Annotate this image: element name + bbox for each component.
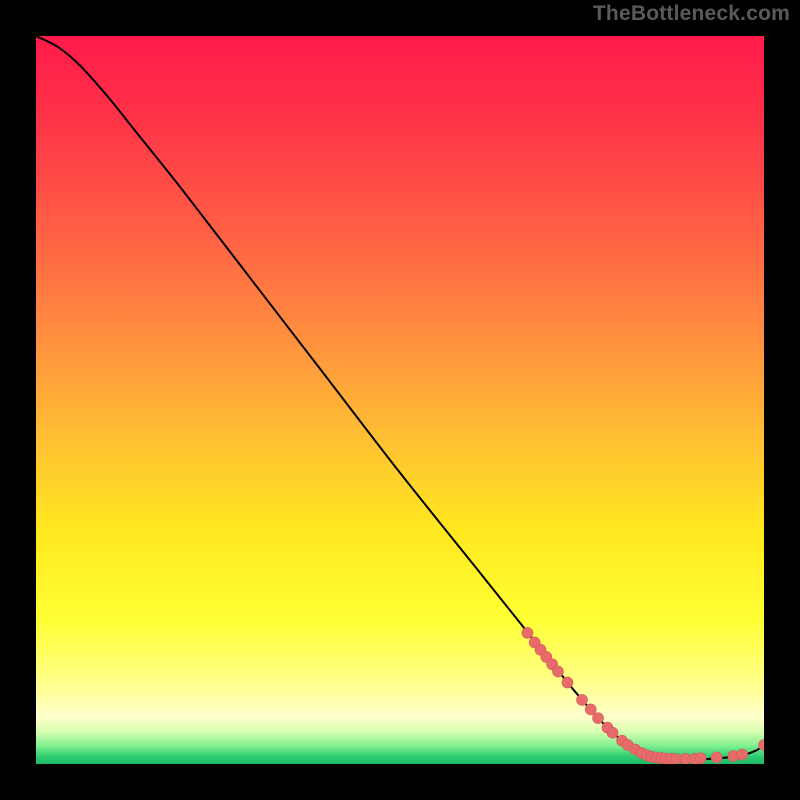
data-marker xyxy=(695,753,706,764)
data-marker xyxy=(607,727,618,738)
markers-group xyxy=(522,627,764,764)
data-marker xyxy=(562,677,573,688)
data-marker xyxy=(711,752,722,763)
data-marker xyxy=(593,713,604,724)
main-curve xyxy=(36,36,764,760)
chart-svg xyxy=(36,36,764,764)
data-marker xyxy=(577,694,588,705)
data-marker xyxy=(737,749,748,760)
plot-area xyxy=(36,36,764,764)
watermark-text: TheBottleneck.com xyxy=(593,2,790,26)
data-marker xyxy=(522,627,533,638)
data-marker xyxy=(585,704,596,715)
data-marker xyxy=(552,666,563,677)
